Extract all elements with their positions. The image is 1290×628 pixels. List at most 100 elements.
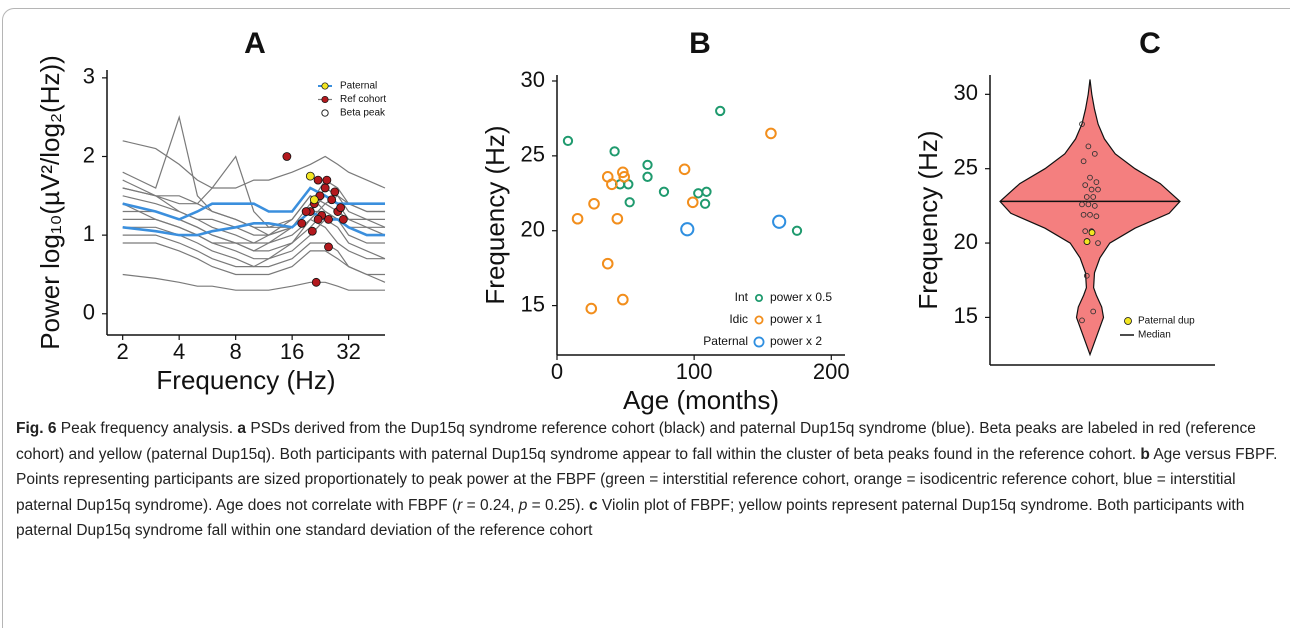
legend-label: Median	[1138, 330, 1171, 341]
x-tick-label: 0	[551, 359, 563, 384]
beta-peak	[313, 215, 323, 224]
scatter-point	[624, 197, 635, 208]
caption-text: Age versus FBPF. Points representing par…	[16, 445, 1278, 514]
y-axis-label: Power log₁₀(µV²/log₂(Hz))	[35, 55, 65, 350]
beta-peak	[301, 207, 311, 216]
panel-title: C	[1139, 27, 1161, 60]
y-tick-label: 1	[83, 221, 95, 246]
y-tick-label: 0	[83, 300, 95, 325]
x-tick-label: 2	[117, 339, 129, 364]
caption-text: c	[588, 496, 598, 514]
beta-peak	[307, 226, 317, 236]
violin-point	[1093, 179, 1100, 185]
beta-peak	[282, 152, 292, 161]
legend-marker	[321, 95, 329, 104]
caption-text: PSDs derived from the Dup15q syndrome re…	[16, 420, 1256, 463]
legend-label: Paternal	[703, 334, 748, 348]
beta-peak	[313, 175, 323, 185]
beta-peak	[336, 203, 346, 213]
page: {"chart_data": [ {"type": "line", "title…	[2, 8, 1290, 628]
scatter-point	[693, 188, 704, 199]
figure-frame	[2, 8, 1290, 628]
violin-point	[1080, 211, 1087, 218]
beta-peak	[309, 195, 319, 205]
beta-peak	[320, 183, 330, 193]
x-tick-label: 100	[676, 359, 713, 384]
violin-point	[1083, 194, 1090, 200]
y-tick-label: 20	[954, 229, 978, 254]
violin-point	[1082, 182, 1089, 188]
legend-marker	[1124, 317, 1132, 325]
psd-line	[122, 242, 386, 283]
beta-peak	[324, 215, 333, 224]
psd-line	[122, 210, 385, 252]
caption-text: Violin plot of FBPF; yellow points repre…	[16, 496, 1245, 540]
legend-marker	[321, 109, 329, 117]
scatter-point	[617, 293, 629, 306]
scatter-point	[611, 212, 624, 225]
scatter-point	[686, 196, 699, 209]
caption-text: r	[457, 496, 463, 514]
violin-point	[1079, 201, 1085, 208]
violin-point	[1079, 121, 1085, 127]
legend-label: power x 1	[770, 312, 822, 326]
caption-text: Peak frequency analysis.	[56, 420, 238, 437]
y-axis-label: Frequency (Hz)	[480, 125, 510, 304]
y-tick-label: 3	[83, 64, 95, 89]
y-tick-label: 30	[521, 67, 545, 92]
violin-point	[1083, 272, 1090, 279]
violin-point	[1085, 201, 1092, 208]
scatter-point	[642, 171, 653, 182]
violin-point	[1090, 308, 1097, 315]
caption-text: Fig. 6	[16, 420, 57, 437]
legend-label: Int	[735, 290, 749, 304]
violin-point	[1085, 143, 1092, 150]
y-tick-label: 20	[521, 217, 545, 242]
scatter-point	[571, 212, 584, 225]
scatter-point	[699, 198, 711, 209]
legend-label: Beta peak	[340, 108, 386, 119]
x-tick-label: 32	[336, 339, 360, 364]
legend-marker	[753, 336, 765, 348]
psd-line	[122, 209, 385, 237]
legend-label: Ref cohort	[340, 94, 386, 105]
legend-label: power x 0.5	[770, 290, 832, 304]
panel-title: B	[689, 27, 711, 60]
scatter-point	[618, 171, 631, 183]
scatter-point	[609, 146, 620, 157]
violin-point	[1087, 174, 1093, 181]
scatter-point	[606, 178, 618, 191]
caption-text: = 0.25).	[527, 496, 589, 514]
scatter-point	[601, 257, 614, 270]
psd-line	[122, 273, 385, 291]
y-tick-label: 25	[521, 142, 545, 167]
beta-peak	[330, 187, 340, 197]
beta-peak	[297, 218, 307, 228]
panel-title: A	[244, 27, 266, 60]
beta-peak	[338, 215, 348, 224]
scatter-point	[765, 127, 777, 140]
scatter-point	[658, 186, 670, 197]
violin-point	[1083, 238, 1091, 245]
scatter-point	[701, 186, 712, 197]
caption-text: a	[237, 420, 247, 437]
y-tick-label: 25	[954, 155, 978, 180]
scatter-point	[588, 197, 600, 210]
legend-label: power x 2	[770, 334, 822, 348]
scatter-point	[791, 225, 803, 236]
y-axis-label: Frequency (Hz)	[913, 130, 943, 309]
y-tick-label: 2	[83, 142, 95, 167]
y-tick-label: 15	[954, 303, 978, 328]
beta-peak	[311, 277, 321, 287]
violin-point	[1079, 317, 1085, 324]
beta-peak	[322, 175, 332, 185]
violin-point	[1090, 194, 1097, 200]
x-axis-label: Frequency (Hz)	[156, 365, 335, 395]
scatter-point	[678, 163, 691, 176]
psd-line	[122, 218, 386, 268]
caption-text: = 0.24,	[462, 496, 519, 514]
psd-line	[122, 234, 385, 276]
scatter-point	[715, 105, 726, 117]
psd-line	[122, 186, 385, 221]
violin-point	[1091, 203, 1098, 209]
